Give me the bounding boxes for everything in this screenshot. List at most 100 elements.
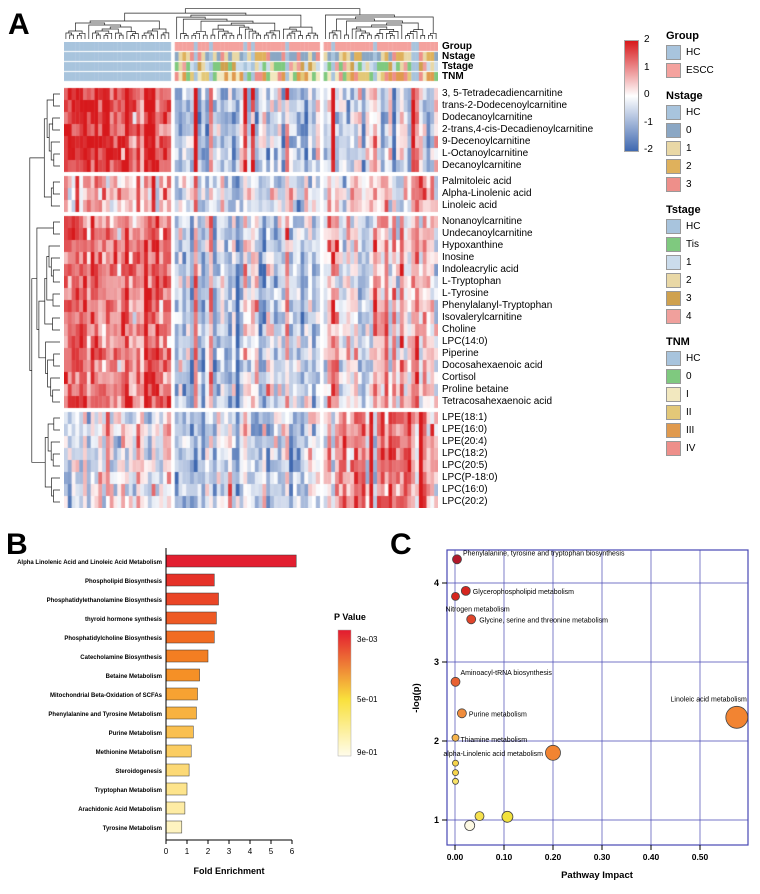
axis-tick-label: 0: [164, 847, 169, 856]
axis-tick-label: 3: [227, 847, 232, 856]
legend-column: Group HC ESCC Nstage HC 0 1 2 3 Tstage HC Tis 1 2 3 4 TN…: [666, 30, 756, 468]
heatmap-row-label: Isovalerylcarnitine: [442, 312, 523, 323]
annotation-track-label: Tstage: [442, 61, 474, 72]
panel-b-label: B: [6, 528, 28, 561]
scatter-point: [466, 614, 477, 625]
heatmap-row-label: Alpha-Linolenic acid: [442, 188, 532, 199]
legend-group: Nstage HC 0 1 2 3: [666, 90, 756, 192]
heatmap-row-label: Indoleacrylic acid: [442, 264, 519, 275]
legend-item-label: 3: [686, 179, 692, 190]
legend-title: TNM: [666, 336, 690, 348]
bar-category-label: Tryptophan Metabolism: [95, 788, 162, 794]
scatter-point-label: Purine metabolism: [469, 711, 527, 718]
panel-a-label: A: [8, 8, 30, 41]
heatmap-row-label: LPE(18:1): [442, 412, 488, 423]
legend-swatch: [666, 159, 681, 174]
legend-swatch: [666, 441, 681, 456]
scatter-point: [460, 586, 471, 596]
x-tick-label: 0.30: [594, 852, 611, 862]
legend-swatch: [666, 219, 681, 234]
colorbar-tick-label: -1: [644, 116, 653, 128]
bar-category-label: Phenylalanine and Tyrosine Metabolism: [48, 712, 162, 718]
colorbar-tick-label: 0: [644, 89, 650, 100]
scatter-point: [451, 592, 460, 601]
legend-item-label: Tis: [686, 239, 699, 250]
y-tick-label: 3: [434, 657, 439, 667]
dendrogram-path: [29, 93, 60, 503]
legend-item: 0: [666, 369, 756, 384]
bar: [165, 744, 192, 758]
colorbar-tick-label: -2: [644, 144, 653, 155]
heatmap-row-label: LPC(18:2): [442, 448, 488, 459]
heatmap-row-label: Phenylalanyl-Tryptophan: [442, 300, 553, 311]
legend-title: Group: [666, 30, 699, 42]
legend-swatch: [666, 123, 681, 138]
heatmap-row-label: 9-Decenoylcarnitine: [442, 136, 531, 147]
legend-item: 0: [666, 123, 756, 138]
x-tick-label: 0.20: [545, 852, 562, 862]
scatter-point-label: Glycerophospholipid metabolism: [473, 589, 574, 596]
heatmap-row-label: trans-2-Dodecenoylcarnitine: [442, 100, 568, 111]
scatter-point: [452, 759, 459, 767]
bar: [165, 763, 190, 777]
scatter-point-label: Thiamine metabolism: [461, 737, 528, 744]
heatmap-row-label: Nonanoylcarnitine: [442, 216, 523, 227]
legend-swatch: [666, 255, 681, 270]
scatter-point: [725, 705, 749, 729]
legend-group: Tstage HC Tis 1 2 3 4: [666, 204, 756, 324]
bar-category-label: Tyrosine Metabolism: [103, 826, 162, 832]
heatmap-row-label: 3, 5-Tetradecadiencarnitine: [442, 88, 563, 99]
panel-c-label: C: [390, 528, 412, 561]
heatmap-row-label: Piperine: [442, 348, 479, 359]
legend-item: III: [666, 423, 756, 438]
pvalue-tick-label: 3e-03: [357, 635, 378, 644]
y-axis-title: -log(p): [411, 683, 422, 713]
x-axis-title: Pathway Impact: [561, 870, 634, 881]
top-dendrogram: [65, 8, 437, 39]
legend-item-label: 4: [686, 311, 692, 322]
bar-category-label: Arachidonic Acid Metabolism: [78, 807, 162, 813]
heatmap-row-label: L-Octanoylcarnitine: [442, 148, 529, 159]
bar: [165, 687, 198, 701]
bar-category-label: Alpha Linolenic Acid and Linoleic Acid M…: [17, 560, 162, 566]
bar: [165, 725, 194, 739]
axis-tick-label: 4: [248, 847, 253, 856]
scatter-point: [451, 733, 460, 742]
legend-swatch: [666, 351, 681, 366]
legend-item-label: IV: [686, 443, 696, 454]
heatmap-row-label: Proline betaine: [442, 384, 509, 395]
heatmap-row-label: LPC(16:0): [442, 484, 488, 495]
bar: [165, 592, 219, 606]
left-dendrogram: [29, 93, 60, 503]
legend-swatch: [666, 177, 681, 192]
bar: [165, 630, 215, 644]
bar: [165, 820, 183, 834]
pvalue-gradient: [337, 629, 352, 757]
scatter-point: [474, 811, 485, 822]
bar-category-label: Steroidogenesis: [115, 769, 162, 775]
bar-category-label: Purine Metabolism: [109, 731, 162, 737]
legend-item-label: 1: [686, 257, 692, 268]
heatmap-row-label: Undecanoylcarnitine: [442, 228, 533, 239]
legend-item-label: 0: [686, 125, 692, 136]
x-tick-label: 0.40: [643, 852, 660, 862]
scatter-point-label: Linoleic acid metabolism: [671, 696, 747, 703]
heatmap-row-label: LPE(16:0): [442, 424, 488, 435]
heatmap-row-label: Linoleic acid: [442, 200, 498, 211]
bar: [165, 706, 197, 720]
legend-item: IV: [666, 441, 756, 456]
legend-item: 3: [666, 177, 756, 192]
axis-tick-label: 1: [185, 847, 190, 856]
heatmap-row-label: Choline: [442, 324, 476, 335]
legend-item: ESCC: [666, 63, 756, 78]
legend-item: HC: [666, 105, 756, 120]
heatmap-row-label: LPC(20:2): [442, 496, 488, 507]
legend-swatch: [666, 237, 681, 252]
colorbar-tick-label: 2: [644, 34, 650, 45]
legend-swatch: [666, 291, 681, 306]
scatter-point-label: Phenylalanine, tyrosine and tryptophan b…: [463, 550, 625, 557]
legend-swatch: [666, 369, 681, 384]
heatmap-row-label: Palmitoleic acid: [442, 176, 512, 187]
scatter-point: [452, 769, 459, 777]
